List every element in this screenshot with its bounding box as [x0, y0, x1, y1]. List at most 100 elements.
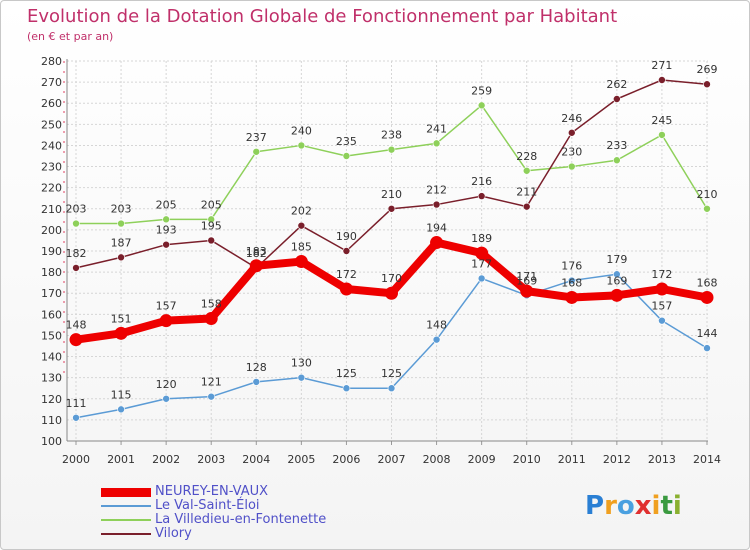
y-tick-label: 220: [41, 182, 62, 195]
chart-subtitle: (en € et par an): [27, 30, 114, 43]
data-point: [249, 259, 263, 273]
data-label: 216: [471, 175, 492, 188]
data-label: 172: [336, 268, 357, 281]
data-label: 148: [66, 319, 87, 332]
data-point: [432, 335, 441, 344]
data-label: 169: [606, 274, 627, 287]
data-label: 115: [111, 388, 132, 401]
data-label: 172: [651, 268, 672, 281]
data-label: 237: [246, 131, 267, 144]
logo-letter: r: [604, 491, 617, 521]
legend-label: NEUREY-EN-VAUX: [155, 484, 269, 499]
data-label: 269: [697, 63, 718, 76]
x-tick-label: 2004: [242, 453, 270, 466]
data-label: 120: [156, 378, 177, 391]
y-tick-label: 230: [41, 161, 62, 174]
data-label: 235: [336, 135, 357, 148]
data-label: 189: [471, 232, 492, 245]
data-label: 194: [426, 222, 447, 235]
data-point: [700, 290, 714, 304]
axes: 100 110 120 130 140 150 160 170 180 190 200 210 220 2…: [41, 55, 721, 466]
data-point: [475, 246, 489, 260]
x-tick-label: 2002: [152, 453, 180, 466]
data-point: [297, 221, 306, 230]
data-label: 205: [201, 198, 222, 211]
y-tick-label: 100: [41, 435, 62, 448]
legend-swatch: [101, 519, 151, 521]
data-label: 230: [561, 146, 582, 159]
x-tick-label: 2009: [468, 453, 496, 466]
chart-title: Evolution de la Dotation Globale de Fonc…: [27, 6, 618, 27]
legend-swatch: [101, 488, 151, 497]
data-label: 205: [156, 198, 177, 211]
x-tick-label: 2011: [558, 453, 586, 466]
legend-label: Vilory: [155, 526, 192, 541]
data-label: 144: [697, 327, 718, 340]
data-label: 241: [426, 122, 447, 135]
data-label: 211: [516, 186, 537, 199]
data-point: [252, 147, 261, 156]
data-point: [567, 276, 576, 285]
data-point: [430, 236, 444, 250]
data-point: [655, 282, 669, 296]
x-tick-label: 2008: [423, 453, 451, 466]
y-tick-label: 190: [41, 245, 62, 258]
data-label: 271: [651, 59, 672, 72]
y-tick-label: 210: [41, 203, 62, 216]
data-label: 125: [381, 367, 402, 380]
data-label: 238: [381, 129, 402, 142]
data-point: [432, 200, 441, 209]
data-label: 193: [156, 224, 177, 237]
x-tick-label: 2006: [332, 453, 360, 466]
data-label: 228: [516, 150, 537, 163]
data-label: 121: [201, 376, 222, 389]
logo-letter: t: [660, 491, 673, 521]
data-point: [610, 288, 624, 302]
data-label: 169: [516, 274, 537, 287]
x-tick-label: 2000: [62, 453, 90, 466]
y-tick-label: 240: [41, 139, 62, 152]
data-label: 210: [697, 188, 718, 201]
data-point: [387, 204, 396, 213]
data-label: 203: [111, 203, 132, 216]
data-point: [658, 316, 666, 325]
data-label: 183: [246, 245, 267, 258]
data-point: [252, 378, 261, 386]
data-label: 185: [291, 241, 312, 254]
data-label: 233: [606, 139, 627, 152]
data-label: 125: [336, 367, 357, 380]
data-point: [162, 215, 170, 224]
data-point: [567, 128, 576, 137]
legend-label: La Villedieu-en-Fontenette: [155, 512, 327, 527]
legend-swatch: [101, 533, 151, 535]
data-label: 262: [606, 78, 627, 91]
data-point: [297, 141, 306, 150]
data-point: [204, 312, 218, 326]
data-label: 202: [291, 205, 312, 218]
data-label: 171: [516, 270, 537, 283]
logo-letter: x: [634, 491, 652, 521]
data-label: 245: [651, 114, 672, 127]
data-point: [339, 282, 353, 296]
data-label: 130: [291, 357, 312, 370]
line-chart: 100 110 120 130 140 150 160 170 180 190 200 210 220 2…: [41, 55, 721, 466]
data-point: [703, 344, 711, 352]
data-point: [477, 274, 486, 283]
data-point: [342, 384, 351, 393]
data-label: 157: [156, 300, 177, 313]
x-tick-label: 2010: [513, 453, 541, 466]
data-label: 203: [66, 203, 87, 216]
logo-letter: i: [672, 491, 682, 521]
y-tick-label: 250: [41, 118, 62, 131]
data-label: 195: [201, 219, 222, 232]
data-label: 190: [336, 230, 357, 243]
data-point: [72, 413, 80, 422]
data-point: [613, 95, 621, 103]
data-point: [207, 236, 216, 245]
data-point: [162, 394, 170, 403]
y-tick-label: 170: [41, 287, 62, 300]
data-point: [522, 202, 531, 211]
y-tick-label: 150: [41, 329, 62, 342]
data-point: [658, 76, 666, 84]
